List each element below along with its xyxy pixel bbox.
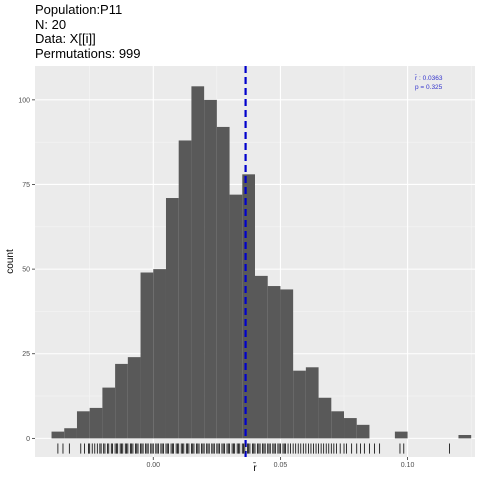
histogram-bar bbox=[115, 363, 128, 439]
histogram-bar bbox=[178, 140, 192, 439]
histogram-bar bbox=[76, 411, 90, 439]
y-axis: 0 25 50 75 100 bbox=[18, 97, 35, 443]
x-axis-label: r̄ bbox=[253, 461, 258, 474]
y-tick-label: 75 bbox=[22, 182, 30, 189]
histogram-bar bbox=[216, 126, 230, 439]
annotation-mean: r̄ : 0.0363 bbox=[415, 74, 443, 82]
histogram-bar bbox=[293, 370, 306, 439]
histogram-bar bbox=[140, 272, 154, 439]
histogram-bar bbox=[204, 99, 217, 439]
histogram-bar bbox=[153, 269, 166, 439]
y-tick-label: 0 bbox=[26, 436, 30, 443]
histogram-bar bbox=[242, 174, 255, 439]
title-population: Population:P11 bbox=[35, 2, 123, 17]
rug-ticks bbox=[57, 443, 450, 454]
annotation-p-value: p = 0.325 bbox=[415, 84, 443, 91]
histogram-bar bbox=[51, 431, 65, 439]
histogram-bar bbox=[458, 434, 472, 439]
y-axis-label: count bbox=[5, 249, 16, 274]
y-tick-label: 25 bbox=[22, 351, 30, 358]
histogram-bar bbox=[280, 289, 294, 439]
histogram-bar bbox=[318, 397, 332, 439]
histogram-bar bbox=[165, 198, 179, 439]
x-tick-label: 0.00 bbox=[146, 462, 160, 469]
histogram-bar bbox=[191, 86, 205, 439]
x-tick-label: 0.10 bbox=[401, 462, 415, 469]
title-n: N: 20 bbox=[35, 16, 67, 32]
y-tick-label: 100 bbox=[18, 97, 30, 104]
histogram-bar bbox=[127, 357, 141, 439]
histogram-bar bbox=[255, 275, 268, 439]
title-permutations: Permutations: 999 bbox=[35, 45, 141, 61]
histogram-bar bbox=[267, 286, 281, 439]
histogram-bar bbox=[102, 387, 116, 439]
x-tick-label: 0.05 bbox=[274, 462, 288, 469]
histogram-bar bbox=[64, 428, 77, 439]
title-data: Data: X[[i]] bbox=[35, 31, 96, 46]
x-axis: 0.00 0.05 0.10 bbox=[146, 457, 415, 469]
histogram-bar bbox=[356, 424, 370, 439]
histogram-bar bbox=[229, 194, 243, 439]
histogram-bar bbox=[305, 367, 319, 439]
histogram-bar bbox=[394, 431, 408, 439]
chart-title-block: Population:P11 N: 20 Data: X[[i]] Permut… bbox=[35, 2, 141, 61]
histogram-bar bbox=[331, 411, 345, 439]
histogram-bar bbox=[89, 407, 103, 439]
histogram-bars bbox=[51, 86, 472, 439]
y-tick-label: 50 bbox=[22, 267, 30, 274]
histogram-bar bbox=[344, 418, 357, 439]
